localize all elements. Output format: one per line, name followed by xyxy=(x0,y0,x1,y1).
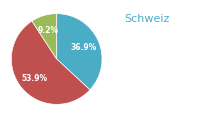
Wedge shape xyxy=(57,14,102,90)
Text: 53.9%: 53.9% xyxy=(21,74,47,82)
Wedge shape xyxy=(11,21,90,104)
Text: 36.9%: 36.9% xyxy=(71,43,97,52)
Text: Schweiz: Schweiz xyxy=(124,14,170,24)
Wedge shape xyxy=(32,14,57,59)
Text: 9.2%: 9.2% xyxy=(38,26,59,35)
Legend: Industrie, Haushalte, Landwirtsschaft: Industrie, Haushalte, Landwirtsschaft xyxy=(126,55,198,87)
